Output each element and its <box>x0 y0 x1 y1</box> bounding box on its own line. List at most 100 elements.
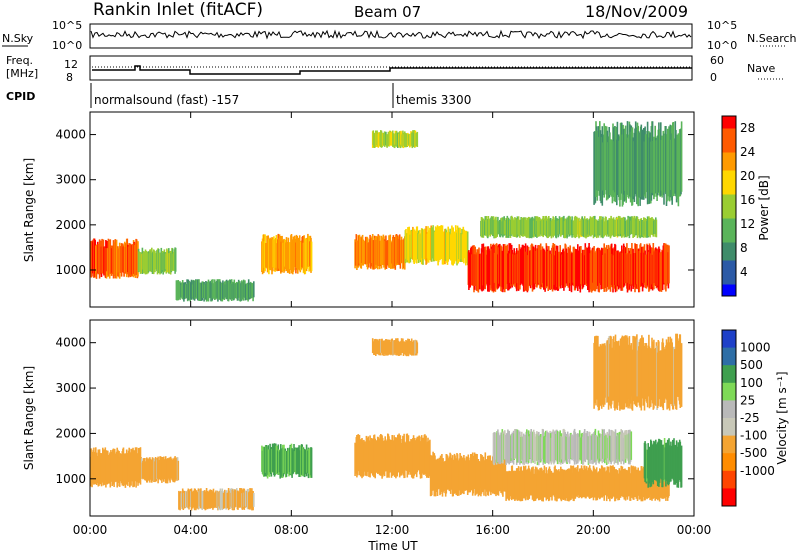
power-colorbar-cell <box>722 230 736 237</box>
y-tick-label: 3000 <box>55 381 86 395</box>
power-colorbar-cell <box>722 206 736 213</box>
velocity-panel: 1000 2000 3000 4000 00:00 04:00 08:00 12:00 16:0… <box>22 319 711 553</box>
power-colorbar-cell <box>722 254 736 261</box>
station-title: Rankin Inlet (fitACF) <box>93 0 263 20</box>
heat-region-7 <box>480 215 658 239</box>
heat-cell <box>680 121 683 192</box>
heat-cell <box>253 281 255 298</box>
power-colorbar-tick: 4 <box>740 265 748 279</box>
power-colorbar-cell <box>722 290 736 297</box>
heat-cell <box>630 431 633 460</box>
heat-cell <box>310 241 313 272</box>
heat-region-8 <box>643 438 683 488</box>
velocity-colorbar-cell <box>722 365 736 384</box>
y-tick-label: 1000 <box>55 472 86 486</box>
cpid-track: normalsound (fast) -157 themis 3300 <box>90 83 471 108</box>
power-colorbar-cell <box>722 224 736 231</box>
heat-cell <box>177 460 180 481</box>
noise-left-tick-bottom: 10^0 <box>52 39 82 52</box>
velocity-colorbar-tick: 100 <box>740 376 763 390</box>
power-colorbar-cell <box>722 188 736 195</box>
velocity-colorbar-tick: 25 <box>740 393 755 407</box>
power-colorbar-cell <box>722 212 736 219</box>
noise-left-tick-top: 10^5 <box>52 19 82 32</box>
power-colorbar-tick: 20 <box>740 169 755 183</box>
cpid-segment-0: normalsound (fast) -157 <box>94 93 239 107</box>
freq-label: Freq. <box>6 54 33 67</box>
heat-cell <box>416 342 419 354</box>
power-colorbar-cell <box>722 176 736 183</box>
velocity-colorbar-tick: 500 <box>740 358 763 372</box>
noise-sky-label: N.Sky <box>2 32 34 45</box>
heat-region-5 <box>404 225 469 266</box>
power-colorbar-cell <box>722 200 736 207</box>
y-tick-label: 3000 <box>55 173 86 187</box>
heat-region-9 <box>593 121 683 207</box>
power-colorbar-cell <box>722 218 736 225</box>
velocity-colorbar-tick: -25 <box>740 411 760 425</box>
heat-region-4 <box>354 234 406 270</box>
heat-region-4 <box>354 433 431 479</box>
heat-region-6 <box>492 428 633 466</box>
power-colorbar-cell <box>722 266 736 273</box>
heat-cell <box>416 131 419 147</box>
velocity-ylabel: Slant Range [km] <box>22 366 36 470</box>
velocity-colorbar-cell <box>722 382 736 401</box>
velocity-colorbar-cell <box>722 347 736 366</box>
velocity-colorbar-frame <box>721 329 737 507</box>
x-tick-label: 16:00 <box>475 523 510 537</box>
nave-label: Nave <box>747 62 775 75</box>
power-colorbar-cell <box>722 152 736 159</box>
heat-cell <box>680 445 683 488</box>
y-tick-label: 1000 <box>55 263 86 277</box>
heat-cell <box>668 245 670 284</box>
velocity-colorbar-tick: -500 <box>740 446 767 460</box>
power-heatmap <box>90 121 683 302</box>
power-colorbar-cell <box>722 170 736 177</box>
heat-region-5 <box>429 451 507 497</box>
power-colorbar-cell <box>722 128 736 135</box>
power-colorbar-cell <box>722 260 736 267</box>
power-colorbar-cell <box>722 134 736 141</box>
power-ylabel: Slant Range [km] <box>22 158 36 262</box>
velocity-axes: 1000 2000 3000 4000 00:00 04:00 08:00 12:00 16:0… <box>55 320 711 537</box>
heat-region-10 <box>593 333 683 411</box>
velocity-colorbar-cell <box>722 330 736 349</box>
heat-cell <box>174 247 177 272</box>
power-colorbar-cell <box>722 236 736 243</box>
beam-title: Beam 07 <box>354 3 421 21</box>
power-colorbar-cell <box>722 272 736 279</box>
power-colorbar-cell <box>722 140 736 147</box>
velocity-colorbar-label: Velocity [m s⁻¹] <box>775 371 789 464</box>
x-tick-label: 20:00 <box>576 523 611 537</box>
x-tick-label: 08:00 <box>274 523 309 537</box>
velocity-heatmap <box>90 333 683 511</box>
heat-region-3 <box>261 233 313 275</box>
power-colorbar-cell <box>722 278 736 285</box>
heat-region-0 <box>90 238 139 279</box>
power-colorbar-cell <box>722 158 736 165</box>
date-title: 18/Nov/2009 <box>585 2 688 21</box>
power-colorbar-cell <box>722 182 736 189</box>
heat-cell <box>466 231 469 266</box>
cpid-label: CPID <box>6 90 35 103</box>
freq-trace <box>92 65 692 75</box>
power-colorbar-cell <box>722 116 736 123</box>
heat-region-0 <box>90 447 142 488</box>
heat-region-1 <box>137 247 177 275</box>
noise-right-tick-top: 10^5 <box>707 19 737 32</box>
velocity-colorbar-cell <box>722 435 736 454</box>
heat-region-2 <box>178 488 255 511</box>
velocity-colorbar-cell <box>722 470 736 489</box>
power-colorbar-cell <box>722 284 736 291</box>
heat-cell <box>655 219 658 238</box>
velocity-colorbar-tick: -100 <box>740 429 767 443</box>
heat-region-6 <box>467 243 670 293</box>
heat-cell <box>310 447 313 478</box>
power-colorbar-tick: 8 <box>740 241 748 255</box>
power-axes: 1000 2000 3000 4000 <box>55 112 695 307</box>
power-colorbar-tick: 24 <box>740 145 755 159</box>
heat-cell <box>680 343 683 407</box>
power-colorbar-tick: 28 <box>740 121 755 135</box>
